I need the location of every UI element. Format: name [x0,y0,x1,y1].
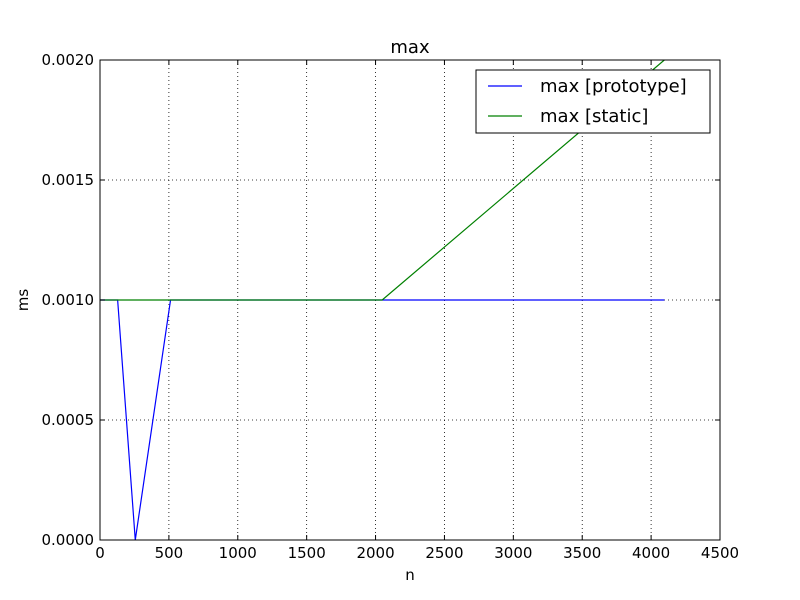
y-tick-label: 0.0015 [42,171,95,189]
x-tick-label: 2500 [425,544,463,562]
x-tick-label: 3000 [494,544,532,562]
x-tick-label: 3500 [563,544,601,562]
legend-box [475,69,711,134]
x-tick-label: 1500 [288,544,326,562]
y-tick-label: 0.0010 [42,291,95,309]
legend-label-prototype: max [prototype] [540,76,687,97]
y-tick-label: 0.0020 [42,51,95,69]
x-tick-label: 4500 [701,544,739,562]
chart-title: max [390,37,430,58]
y-axis-label: ms [14,289,32,312]
legend: max [prototype] max [static] [475,69,711,134]
series-line-static [100,60,665,301]
x-tick-label: 1000 [219,544,257,562]
series-lines [100,60,665,540]
x-axis-label: n [405,566,415,584]
x-tick-label: 500 [155,544,184,562]
y-tick-label: 0.0000 [42,531,95,549]
x-tick-label: 0 [95,544,105,562]
x-tick-label: 4000 [632,544,670,562]
x-tick-label: 2000 [356,544,394,562]
axis-ticks [99,59,721,541]
tick-labels: 0 500 1000 1500 2000 2500 3000 3500 4000 4500 0.00… [42,51,740,562]
y-tick-label: 0.0005 [42,411,95,429]
legend-label-static: max [static] [540,106,648,127]
